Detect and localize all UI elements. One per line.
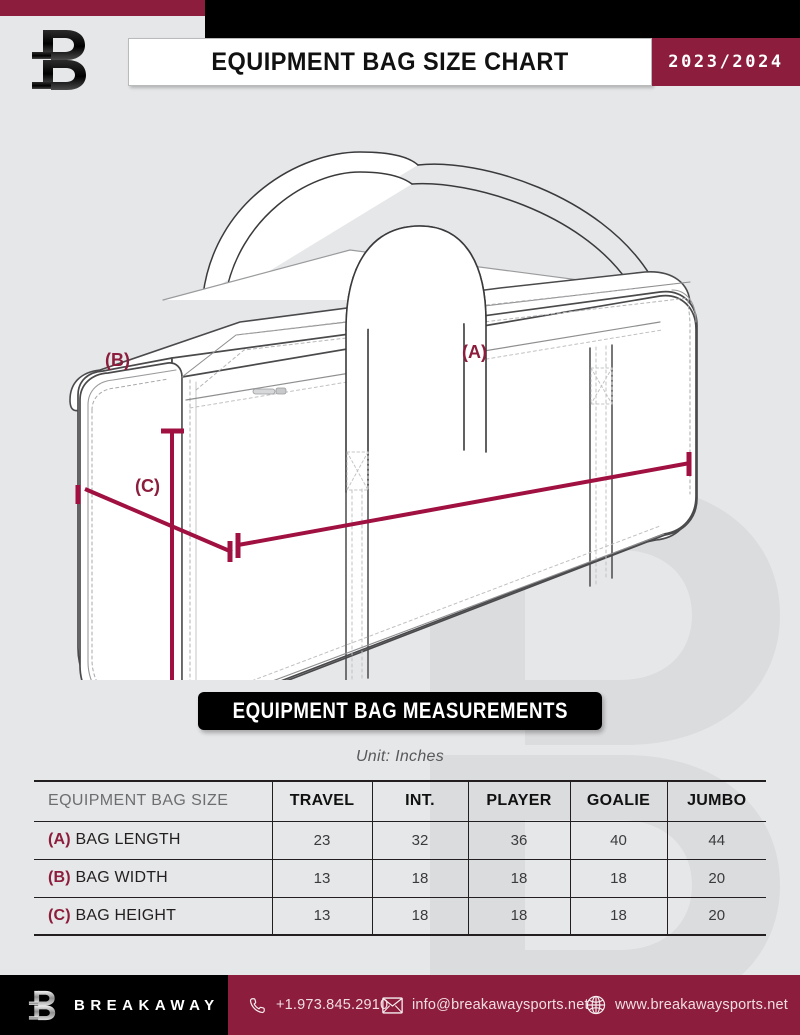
cell-a-jumbo: 44 [666,820,766,859]
dimension-label-c: (C) [135,476,160,496]
table-column-goalie: GOALIE [569,780,667,821]
breakaway-b-logo-icon [28,990,56,1021]
footer-website-text: www.breakawaysports.net [615,997,789,1013]
row-name-a: BAG LENGTH [75,831,181,848]
cell-c-jumbo: 20 [666,896,766,936]
cell-b-jumbo: 20 [666,858,766,897]
measurements-banner-title: EQUIPMENT BAG MEASUREMENTS [232,698,568,723]
zipper-pull [252,387,287,395]
envelope-icon [382,996,403,1014]
measurements-banner: EQUIPMENT BAG MEASUREMENTS [198,692,602,730]
footer-website[interactable]: www.breakawaysports.net [586,975,788,1035]
dimension-label-a: (A) [462,342,487,362]
cell-c-goalie: 18 [569,896,667,936]
equipment-bag-illustration: (B) (C) (A) [69,151,698,680]
row-name-b: BAG WIDTH [75,869,168,886]
page-footer: BREAKAWAY +1.973.845.2910 info@breakaway… [0,975,800,1035]
page-title-box: EQUIPMENT BAG SIZE CHART [128,38,652,86]
footer-phone-text: +1.973.845.2910 [276,997,389,1013]
row-name-c: BAG HEIGHT [75,906,177,924]
footer-email[interactable]: info@breakawaysports.net [382,975,589,1035]
breakaway-b-logo-icon [32,30,86,90]
table-row: (C) BAG HEIGHT 13 18 18 18 20 [34,896,766,936]
bag-rear-handle [202,151,419,299]
top-accent-bar [0,0,800,16]
top-accent-maroon [0,0,205,16]
cell-a-goalie: 40 [569,820,667,859]
page-title: EQUIPMENT BAG SIZE CHART [211,47,569,76]
phone-icon [249,997,265,1013]
table-row-header-label: EQUIPMENT BAG SIZE [34,780,272,821]
row-tag-b: (B) [48,869,71,886]
table-row: (A) BAG LENGTH 23 32 36 40 44 [34,820,766,859]
season-year-badge: 2023/2024 [652,38,800,86]
table-header-row: EQUIPMENT BAG SIZE TRAVEL INT. PLAYER GO… [34,780,766,821]
dimension-label-b: (B) [105,350,130,370]
table-column-player: PLAYER [467,780,570,821]
globe-icon [586,995,606,1015]
season-year-label: 2023/2024 [668,52,784,72]
cell-b-travel: 13 [271,858,372,897]
row-tag-c: (C) [48,906,71,924]
dimension-line-b [84,487,233,554]
measurements-table-wrap: EQUIPMENT BAG SIZE TRAVEL INT. PLAYER GO… [34,780,766,936]
cell-a-player: 36 [467,820,570,859]
row-label-bag-length: (A) BAG LENGTH [34,820,272,859]
cell-c-player: 18 [467,896,570,936]
table-column-int: INT. [371,780,468,821]
table-column-travel: TRAVEL [271,780,372,821]
footer-email-text: info@breakawaysports.net [412,997,589,1013]
footer-phone[interactable]: +1.973.845.2910 [248,975,388,1035]
cell-b-int: 18 [371,858,468,897]
unit-note: Unit: Inches [355,748,445,765]
footer-brand-name: BREAKAWAY [74,996,220,1014]
page-header: EQUIPMENT BAG SIZE CHART 2023/2024 [0,16,800,86]
cell-a-travel: 23 [271,820,372,859]
table-row: (B) BAG WIDTH 13 18 18 18 20 [34,858,766,897]
row-label-bag-width: (B) BAG WIDTH [34,858,272,897]
top-accent-black [205,0,800,16]
row-tag-a: (A) [48,831,71,848]
bag-front-handle [345,225,487,493]
bag-rear-handle-right [411,163,651,283]
measurements-table: EQUIPMENT BAG SIZE TRAVEL INT. PLAYER GO… [34,780,766,936]
cell-b-player: 18 [467,858,570,897]
cell-c-travel: 13 [271,896,372,936]
cell-b-goalie: 18 [569,858,667,897]
row-label-bag-height: (C) BAG HEIGHT [34,896,272,936]
cell-a-int: 32 [371,820,468,859]
table-column-jumbo: JUMBO [666,780,766,821]
cell-c-int: 18 [371,896,468,936]
